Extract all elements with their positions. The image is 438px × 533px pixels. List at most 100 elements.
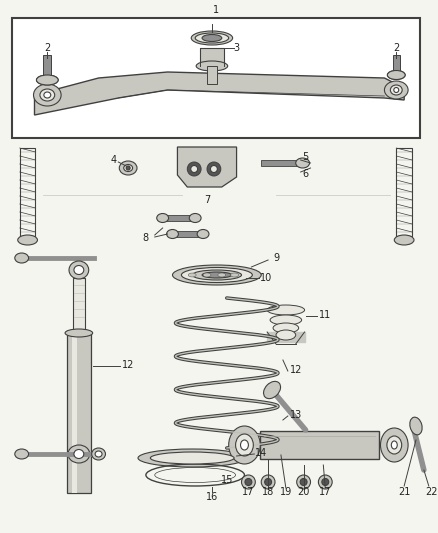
Ellipse shape — [68, 445, 90, 463]
Bar — [67, 333, 91, 493]
Ellipse shape — [74, 449, 84, 458]
Bar — [200, 48, 224, 66]
Ellipse shape — [390, 85, 402, 95]
Ellipse shape — [261, 475, 275, 489]
Ellipse shape — [191, 166, 198, 173]
Ellipse shape — [203, 273, 211, 277]
Ellipse shape — [166, 230, 178, 238]
Ellipse shape — [210, 166, 217, 173]
Ellipse shape — [385, 81, 408, 99]
Text: 7: 7 — [204, 195, 210, 205]
Ellipse shape — [240, 440, 248, 450]
Bar — [162, 215, 192, 221]
Text: 9: 9 — [273, 253, 279, 263]
Ellipse shape — [36, 75, 58, 85]
Ellipse shape — [381, 428, 408, 462]
Ellipse shape — [191, 31, 233, 45]
Ellipse shape — [241, 475, 255, 489]
Text: 12: 12 — [290, 365, 302, 375]
Ellipse shape — [188, 273, 196, 277]
Ellipse shape — [218, 273, 226, 277]
Polygon shape — [177, 147, 237, 187]
Ellipse shape — [192, 270, 241, 280]
Ellipse shape — [322, 479, 329, 486]
Ellipse shape — [124, 165, 133, 172]
Ellipse shape — [387, 436, 402, 454]
Ellipse shape — [202, 35, 222, 42]
Text: 21: 21 — [398, 487, 410, 497]
Ellipse shape — [138, 449, 247, 467]
Ellipse shape — [181, 268, 252, 282]
Text: 3: 3 — [233, 43, 240, 53]
Ellipse shape — [318, 475, 332, 489]
Ellipse shape — [95, 451, 102, 457]
Ellipse shape — [173, 265, 261, 285]
Ellipse shape — [410, 417, 422, 435]
Ellipse shape — [197, 230, 209, 238]
Text: 1: 1 — [213, 5, 219, 15]
Ellipse shape — [126, 166, 130, 170]
Ellipse shape — [387, 70, 405, 79]
Text: 12: 12 — [122, 360, 134, 370]
Bar — [393, 55, 400, 77]
Text: 11: 11 — [319, 310, 332, 320]
Ellipse shape — [74, 265, 84, 274]
Ellipse shape — [15, 253, 28, 263]
Ellipse shape — [276, 330, 296, 340]
Polygon shape — [260, 431, 378, 459]
Ellipse shape — [65, 329, 93, 337]
Text: 18: 18 — [262, 487, 274, 497]
Ellipse shape — [34, 84, 61, 106]
Text: 15: 15 — [220, 475, 233, 485]
Text: 22: 22 — [425, 487, 438, 497]
Ellipse shape — [15, 449, 28, 459]
Text: 10: 10 — [260, 273, 272, 283]
Text: 2: 2 — [393, 43, 399, 53]
Ellipse shape — [273, 323, 299, 333]
Ellipse shape — [157, 214, 169, 222]
Ellipse shape — [229, 426, 260, 464]
Ellipse shape — [36, 75, 58, 85]
Text: 17: 17 — [319, 487, 332, 497]
Ellipse shape — [394, 235, 414, 245]
Text: 20: 20 — [297, 487, 310, 497]
Ellipse shape — [387, 70, 405, 79]
Text: 4: 4 — [110, 155, 117, 165]
Ellipse shape — [296, 158, 310, 168]
Text: 6: 6 — [303, 169, 309, 179]
Bar — [12, 18, 420, 138]
Text: 16: 16 — [206, 492, 218, 502]
Ellipse shape — [245, 479, 252, 486]
Ellipse shape — [187, 162, 201, 176]
Text: 13: 13 — [290, 410, 302, 420]
Bar — [261, 160, 299, 166]
Text: 2: 2 — [44, 43, 50, 53]
Text: 5: 5 — [303, 152, 309, 162]
Ellipse shape — [265, 479, 272, 486]
Ellipse shape — [391, 441, 397, 449]
Ellipse shape — [202, 272, 232, 278]
Text: 17: 17 — [242, 487, 254, 497]
Bar — [43, 55, 51, 82]
Bar — [72, 333, 77, 493]
Ellipse shape — [236, 434, 253, 456]
Text: 14: 14 — [255, 448, 267, 458]
Ellipse shape — [92, 448, 106, 460]
Bar — [173, 231, 200, 237]
Ellipse shape — [394, 87, 399, 93]
Ellipse shape — [18, 235, 38, 245]
Text: 19: 19 — [280, 487, 292, 497]
Bar — [20, 148, 35, 236]
Ellipse shape — [300, 479, 307, 486]
Ellipse shape — [267, 305, 304, 315]
Ellipse shape — [150, 452, 234, 464]
Ellipse shape — [264, 382, 281, 399]
Ellipse shape — [195, 33, 229, 43]
Ellipse shape — [270, 315, 302, 325]
Bar — [207, 66, 217, 84]
Polygon shape — [35, 72, 404, 115]
Ellipse shape — [119, 161, 137, 175]
Ellipse shape — [207, 162, 221, 176]
Bar — [396, 148, 412, 236]
Ellipse shape — [297, 475, 311, 489]
